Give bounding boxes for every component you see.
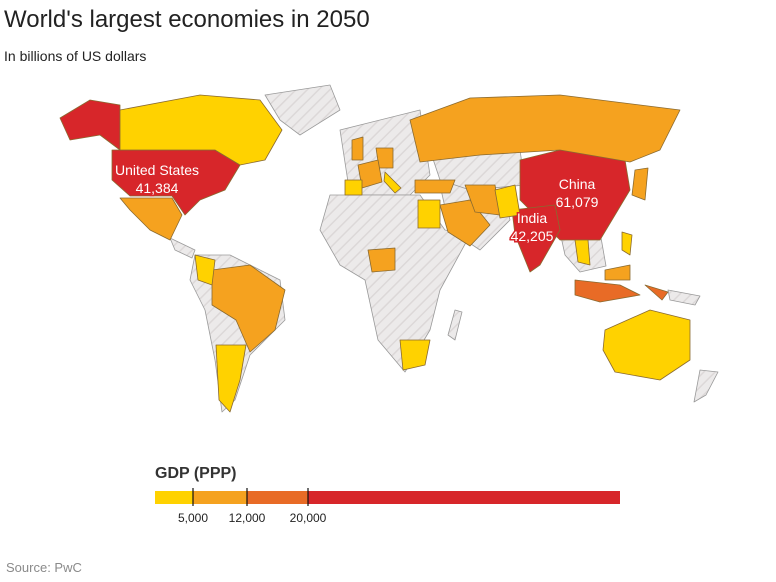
- madagascar-no-data: [447, 309, 463, 341]
- country-south-africa: [399, 339, 431, 371]
- legend-swatch: [155, 491, 193, 504]
- legend-swatch: [247, 491, 308, 504]
- legend-title: GDP (PPP): [155, 465, 237, 482]
- legend-tick-label: 12,000: [228, 511, 266, 525]
- country-japan: [631, 167, 649, 201]
- country-argentina: [215, 344, 247, 413]
- country-name-label: India: [517, 210, 548, 226]
- country-italy: [383, 171, 402, 194]
- country-canada: [119, 94, 283, 166]
- country-pakistan: [494, 184, 521, 219]
- chart-subtitle: In billions of US dollars: [4, 48, 147, 64]
- country-nigeria: [367, 247, 396, 273]
- country-name-label: United States: [115, 162, 199, 178]
- country-turkey: [414, 179, 456, 194]
- country-spain: [344, 179, 363, 196]
- country-malaysia: [604, 264, 631, 281]
- new-zealand-no-data: [693, 369, 719, 403]
- legend-tick-label: 5,000: [177, 511, 209, 525]
- country-united-states: [59, 99, 121, 151]
- legend-tick-label: 20,000: [289, 511, 327, 525]
- country-egypt: [417, 199, 441, 229]
- country-australia: [602, 309, 691, 381]
- country-india: [511, 204, 561, 273]
- chart-title: World's largest economies in 2050: [4, 6, 370, 33]
- country-colombia: [194, 254, 216, 286]
- country-russia: [409, 94, 681, 163]
- country-brazil: [211, 264, 286, 353]
- country-value-label: 41,384: [136, 180, 179, 196]
- greenland-no-data: [264, 84, 341, 136]
- country-united-kingdom: [351, 136, 364, 161]
- country-indonesia: [574, 279, 641, 303]
- central-america-no-data: [169, 237, 196, 259]
- country-value-label: 42,205: [511, 228, 554, 244]
- source-note: Source: PwC: [6, 560, 82, 575]
- new-guinea-no-data: [667, 289, 701, 306]
- legend-swatch: [308, 491, 620, 504]
- country-mexico: [119, 197, 183, 241]
- legend-swatch: [193, 491, 247, 504]
- country-philippines: [621, 231, 633, 256]
- country-value-label: 61,079: [556, 194, 599, 210]
- country-indonesia: [644, 284, 669, 301]
- country-name-label: China: [559, 176, 596, 192]
- country-thailand: [574, 239, 591, 266]
